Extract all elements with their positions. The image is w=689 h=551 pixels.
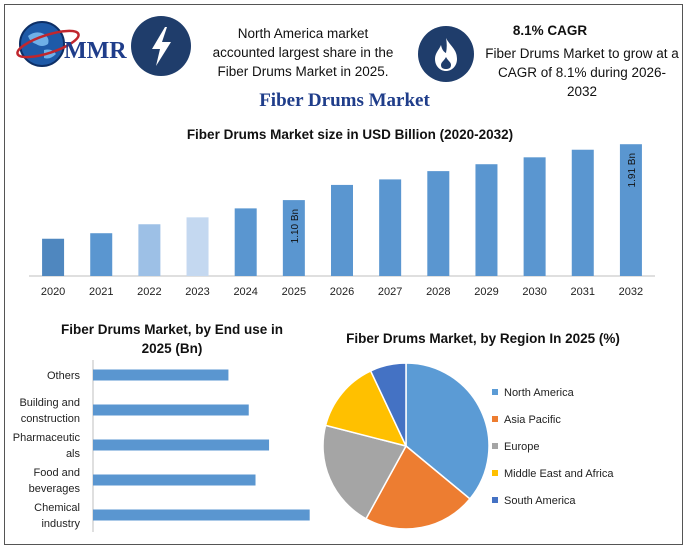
globe-icon [16,21,80,67]
slice-asia-pacific [364,444,472,530]
data-label-2025: 1.10 Bn [290,209,301,243]
x-tick-label: 2029 [474,286,498,298]
end-use-bar [93,439,270,451]
legend-swatch [492,389,498,395]
slice-north-america [405,362,490,500]
bar-2031 [571,149,594,276]
slice-europe [322,424,408,520]
category-label: Others [47,370,81,382]
region-pie-chart: North America Asia Pacific Europe Middle Ea… [322,362,614,530]
legend-label: South America [504,495,576,507]
bar-2030 [523,157,546,276]
north-america-note: North America market accounted largest s… [212,26,394,79]
cagr-title: 8.1% CAGR [512,23,588,38]
outer-frame [4,4,683,545]
legend-swatch [492,470,498,476]
end-use-bar [93,474,256,486]
x-tick-label: 2021 [89,286,113,298]
end-use-bar [93,369,229,381]
x-tick-label: 2025 [282,286,306,298]
data-label-2032: 1.91 Bn [627,153,638,187]
x-tick-label: 2020 [41,286,65,298]
legend-label: Asia Pacific [504,414,561,426]
end-use-chart-title: Fiber Drums Market, by End use in 2025 (… [60,322,284,356]
legend-swatch [492,416,498,422]
cagr-note: Fiber Drums Market to grow at a CAGR of … [485,46,679,99]
lightning-badge [131,16,191,76]
bar-2029 [475,164,498,276]
legend-label: Middle East and Africa [504,468,614,480]
x-tick-label: 2032 [619,286,643,298]
x-tick-label: 2024 [233,286,257,298]
bar-2023 [186,217,209,276]
logo-text: MMR [64,38,127,64]
market-size-bar-chart: 2020 2021 2022 2023 2024 2025 1.10 Bn 2026 2027 2… [29,144,655,298]
end-use-bar-chart: Others Building and construction Pharmaceut… [13,360,310,532]
x-tick-label: 2028 [426,286,450,298]
legend-swatch [492,443,498,449]
bar-2028 [427,171,450,276]
category-label: als [66,448,81,460]
bar-2021 [90,233,113,276]
end-use-bar [93,509,310,521]
region-chart-title: Fiber Drums Market, by Region In 2025 (%… [346,331,620,346]
category-label: industry [41,518,80,530]
category-label: Building and [19,397,80,409]
bar-2022 [138,224,161,276]
x-tick-label: 2031 [571,286,595,298]
end-use-bar [93,404,249,416]
legend-label: North America [504,387,575,399]
bar-2025 [282,200,305,276]
x-tick-label: 2027 [378,286,402,298]
category-label: construction [21,413,80,425]
bar-2032 [619,144,642,276]
category-label: beverages [29,483,81,495]
category-label: Food and [34,467,80,479]
bar-2027 [379,179,402,276]
x-tick-label: 2030 [522,286,546,298]
legend-label: Europe [504,441,539,453]
bar-2020 [42,238,65,276]
slice-south-america [369,362,407,447]
logo: MMR [14,14,127,76]
x-tick-label: 2026 [330,286,354,298]
bar-2026 [331,184,353,276]
slice-middle-east-and-africa [324,369,408,448]
page-title: Fiber Drums Market [259,90,430,111]
bar-chart-title: Fiber Drums Market size in USD Billion (… [186,127,514,142]
category-label: Pharmaceutic [13,432,81,444]
x-tick-label: 2022 [137,286,161,298]
bar-2024 [234,208,257,276]
x-tick-label: 2023 [185,286,209,298]
flame-badge [418,26,474,82]
flame-icon [435,38,457,71]
category-label: Chemical [34,502,80,514]
legend-swatch [492,497,498,503]
lightning-icon [152,27,171,66]
